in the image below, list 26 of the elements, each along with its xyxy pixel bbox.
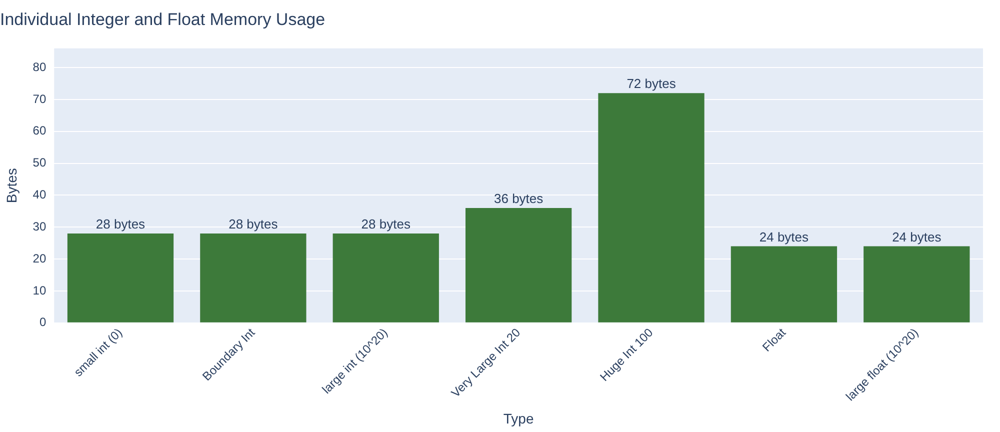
y-tick-label: 70 — [32, 92, 46, 106]
y-axis-title: Bytes — [3, 168, 20, 204]
y-tick-label: 0 — [39, 315, 46, 330]
bar — [200, 234, 306, 322]
data-label: 36 bytes — [494, 191, 544, 206]
data-label: 28 bytes — [361, 216, 411, 232]
y-tick-label: 40 — [32, 188, 46, 202]
y-tick-label: 20 — [32, 251, 46, 266]
data-label: 28 bytes — [96, 216, 146, 232]
chart-title: Individual Integer and Float Memory Usage — [0, 10, 326, 29]
bar — [730, 246, 838, 322]
y-tick-label: 80 — [32, 60, 46, 74]
y-tick-label: 50 — [32, 156, 46, 170]
y-tick-label: 60 — [32, 124, 46, 138]
data-label: 24 bytes — [892, 229, 942, 244]
data-label: 28 bytes — [228, 216, 278, 232]
y-tick-label: 10 — [32, 283, 46, 298]
data-label: 24 bytes — [759, 229, 810, 244]
bar — [332, 234, 439, 322]
x-axis-title: Type — [503, 410, 534, 426]
bar — [864, 246, 970, 322]
bar — [465, 208, 572, 322]
y-tick-label: 30 — [32, 219, 46, 234]
data-label: 72 bytes — [626, 76, 676, 92]
bar — [67, 234, 174, 322]
bar — [598, 93, 704, 322]
